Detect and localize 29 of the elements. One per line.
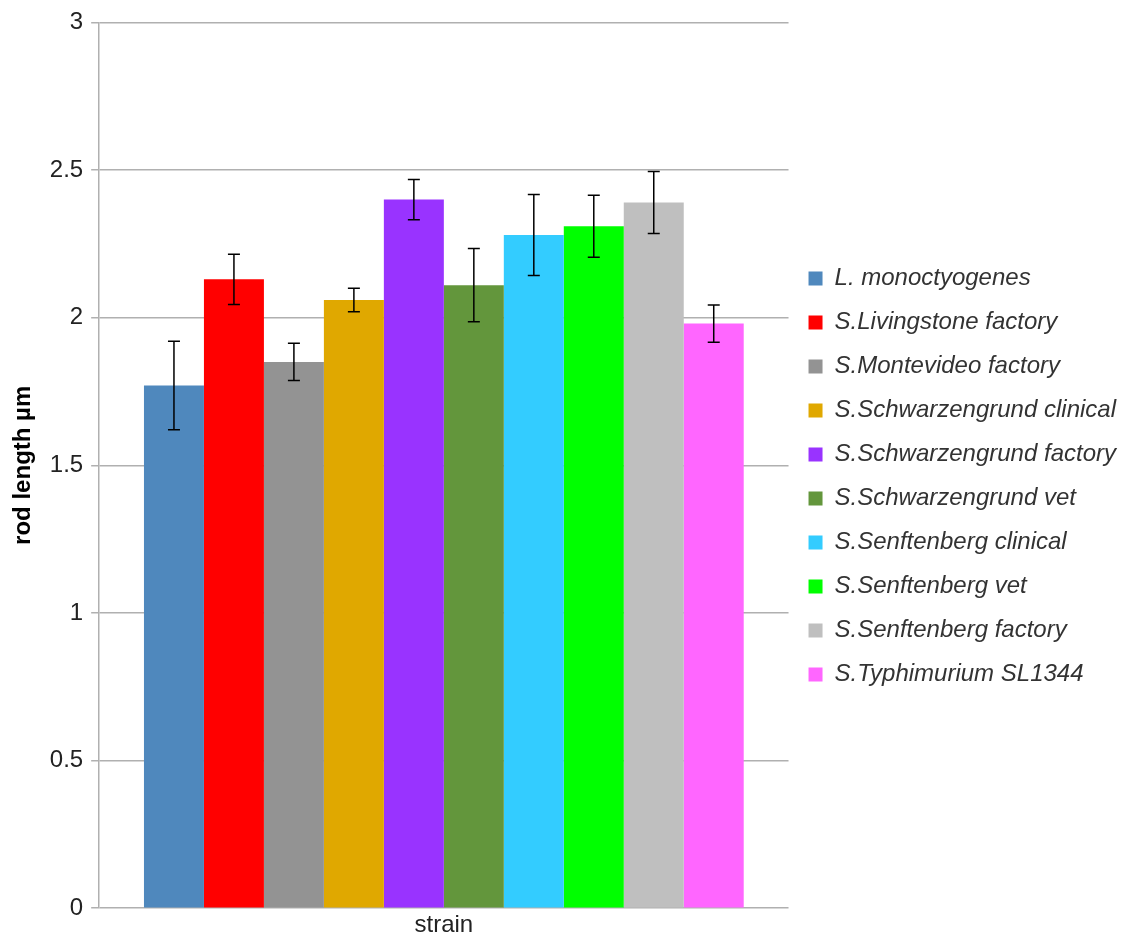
bar — [323, 299, 384, 908]
legend-label: S.Senftenberg clinical — [834, 527, 1068, 555]
bar — [683, 323, 744, 908]
y-tick-label: 0.5 — [49, 745, 84, 773]
y-axis-title: rod length µm — [8, 385, 36, 545]
y-tick-label: 3 — [69, 7, 84, 35]
bar — [203, 279, 264, 908]
legend-label: S.Schwarzengrund factory — [834, 439, 1118, 467]
bar — [383, 199, 444, 908]
y-tick-label: 2.5 — [49, 154, 84, 182]
legend-label: S.Schwarzengrund clinical — [834, 395, 1117, 423]
y-tick-label: 1.5 — [49, 449, 84, 477]
y-tick-label: 0 — [69, 892, 84, 920]
legend-label: S.Livingstone factory — [834, 307, 1060, 335]
legend-label: S.Typhimurium SL1344 — [834, 659, 1084, 687]
x-tick-label: strain — [414, 910, 474, 938]
legend-label: L. monoctyogenes — [834, 263, 1031, 291]
y-tick-label: 1 — [69, 597, 84, 625]
legend-label: S.Montevideo factory — [834, 351, 1062, 379]
bar — [623, 202, 684, 908]
legend-label: S.Schwarzengrund vet — [834, 483, 1078, 511]
bar — [563, 226, 624, 908]
bar — [503, 234, 564, 908]
bar — [443, 285, 504, 908]
legend-label: S.Senftenberg factory — [834, 615, 1069, 643]
legend-label: S.Senftenberg vet — [834, 571, 1028, 599]
bar — [143, 385, 204, 908]
bar — [263, 361, 324, 908]
y-tick-label: 2 — [69, 302, 84, 330]
